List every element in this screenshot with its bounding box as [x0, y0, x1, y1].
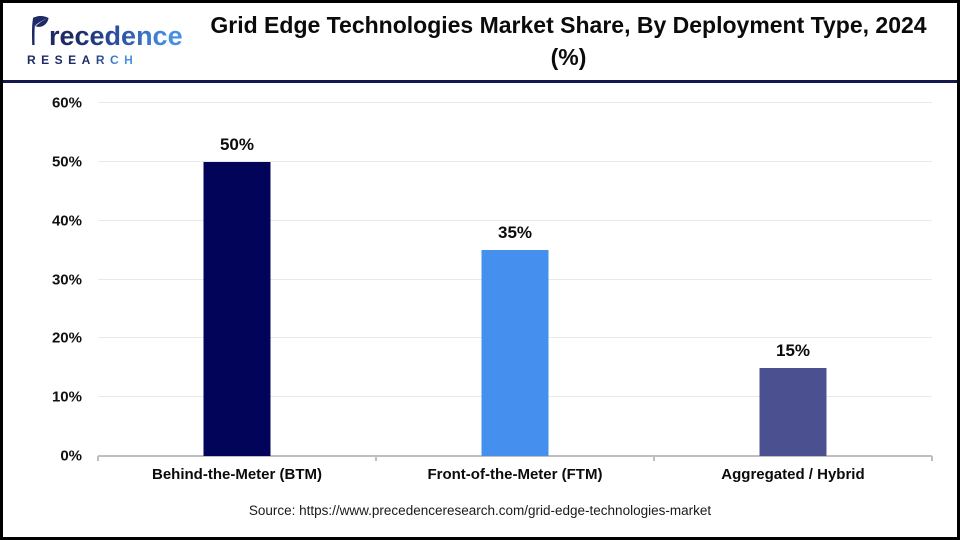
- y-tick-label: 60%: [51, 94, 82, 112]
- x-axis-labels: Behind-the-Meter (BTM) Front-of-the-Meter…: [98, 456, 932, 483]
- bar-value-label: 15%: [775, 340, 811, 360]
- bar-group: 15%: [759, 103, 827, 456]
- bar-chart: 0% 10% 20% 30% 40% 50% 60% 50% 35% 15%: [3, 83, 957, 465]
- x-category-label: Aggregated / Hybrid: [721, 466, 865, 483]
- y-axis: 0% 10% 20% 30% 40% 50% 60%: [3, 95, 98, 465]
- bar: [481, 250, 549, 456]
- y-tick-label: 0%: [60, 447, 82, 465]
- header: recedence RESEARCH Grid Edge Technologie…: [3, 3, 957, 83]
- source-note: Source: https://www.precedenceresearch.c…: [248, 503, 712, 518]
- y-tick-label: 30%: [51, 271, 82, 288]
- gridline: [98, 102, 932, 103]
- y-tick-label: 10%: [51, 388, 82, 406]
- title-wrap: Grid Edge Technologies Market Share, By …: [198, 10, 957, 72]
- x-category-label: Front-of-the-Meter (FTM): [427, 466, 603, 483]
- bar-value-label: 50%: [219, 134, 254, 154]
- bar: [203, 161, 271, 456]
- x-axis-tick: [374, 456, 377, 461]
- gridline: [98, 160, 932, 162]
- precedence-leaf-p-icon: [27, 15, 49, 50]
- y-tick-label: 40%: [51, 212, 82, 230]
- bar-value-label: 35%: [497, 223, 533, 243]
- page-title: Grid Edge Technologies Market Share, By …: [210, 12, 927, 70]
- x-axis-tick: [653, 456, 655, 461]
- bar-group: 35%: [481, 103, 549, 456]
- plot-area: 50% 35% 15%: [97, 102, 933, 461]
- x-axis-tick: [97, 456, 99, 461]
- gridline: [98, 219, 932, 221]
- logo-brand-row: recedence: [27, 15, 183, 51]
- precedence-research-logo: recedence RESEARCH: [3, 15, 198, 67]
- x-axis-tick: [931, 456, 933, 461]
- bar-group: 50%: [203, 103, 271, 456]
- logo-research-text: RESEARCH: [27, 53, 139, 67]
- x-category-label: Behind-the-Meter (BTM): [152, 466, 322, 483]
- logo-brand-text: recedence: [49, 21, 183, 51]
- y-tick-label: 50%: [51, 153, 82, 171]
- x-axis-baseline: [98, 455, 932, 457]
- bar: [759, 367, 827, 456]
- y-tick-label: 20%: [51, 329, 82, 347]
